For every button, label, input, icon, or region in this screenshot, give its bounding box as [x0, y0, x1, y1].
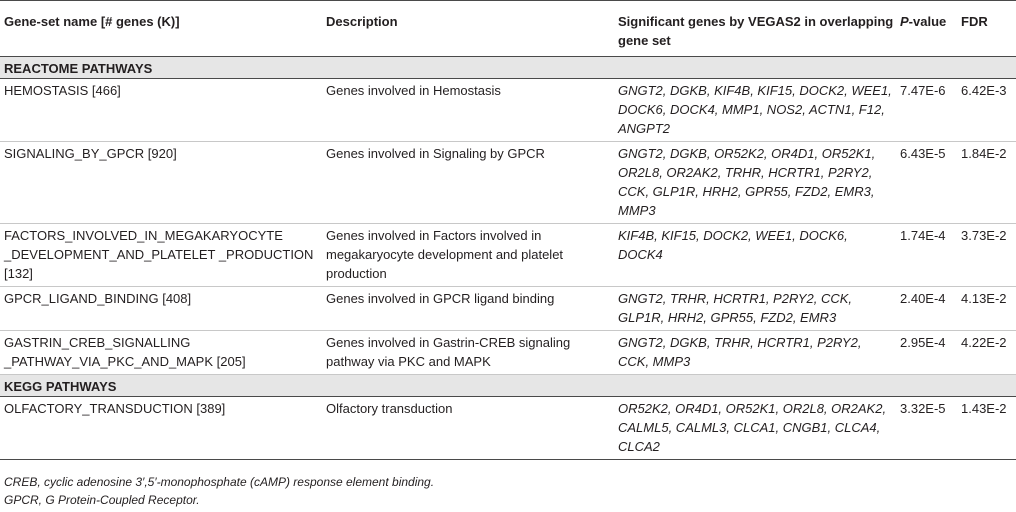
fdr-cell: 1.84E-2: [961, 146, 1007, 161]
description-cell: Genes involved in Gastrin-CREB signaling…: [326, 335, 571, 369]
table-row: GPCR_LIGAND_BINDING [408] Genes involved …: [0, 287, 1016, 331]
p-value-cell: 2.95E-4: [900, 335, 946, 350]
genes-cell: GNGT2, DGKB, OR52K2, OR4D1, OR52K1, OR2L…: [618, 146, 876, 218]
genes-cell: GNGT2, TRHR, HCRTR1, P2RY2, CCK, GLP1R, …: [618, 291, 853, 325]
section-title: REACTOME PATHWAYS: [4, 61, 153, 76]
gene-set-name-cell: FACTORS_INVOLVED_IN_MEGAKARYOCYTE _DEVEL…: [4, 228, 314, 281]
description-cell: Genes involved in Hemostasis: [326, 83, 501, 98]
footnote-creb: CREB, cyclic adenosine 3′,5′-monophospha…: [4, 475, 435, 489]
col-significant-genes: Significant genes by VEGAS2 in overlappi…: [618, 14, 894, 48]
fdr-cell: 4.22E-2: [961, 335, 1007, 350]
table-row: OLFACTORY_TRANSDUCTION [389] Olfactory tr…: [0, 397, 1016, 460]
fdr-cell: 3.73E-2: [961, 228, 1007, 243]
p-value-cell: 7.47E-6: [900, 83, 946, 98]
section-header-row: REACTOME PATHWAYS: [0, 56, 1016, 79]
table-row: FACTORS_INVOLVED_IN_MEGAKARYOCYTE _DEVEL…: [0, 224, 1016, 287]
genes-cell: GNGT2, DGKB, TRHR, HCRTR1, P2RY2, CCK, M…: [618, 335, 862, 369]
col-p-value: P-value: [896, 1, 957, 57]
fdr-cell: 1.43E-2: [961, 401, 1007, 416]
gene-set-name-cell: HEMOSTASIS [466]: [4, 83, 121, 98]
table-row: GASTRIN_CREB_SIGNALLING _PATHWAY_VIA_PKC…: [0, 331, 1016, 375]
genes-cell: GNGT2, DGKB, KIF4B, KIF15, DOCK2, WEE1, …: [618, 83, 892, 136]
gene-set-name-cell: GASTRIN_CREB_SIGNALLING _PATHWAY_VIA_PKC…: [4, 335, 246, 369]
col-gene-set-name: Gene-set name [# genes (K)]: [4, 14, 180, 29]
section-header-row: KEGG PATHWAYS: [0, 374, 1016, 397]
gene-set-name-cell: SIGNALING_BY_GPCR [920]: [4, 146, 177, 161]
p-value-cell: 2.40E-4: [900, 291, 946, 306]
results-table: Gene-set name [# genes (K)] Description …: [0, 0, 1016, 460]
section-title: KEGG PATHWAYS: [4, 379, 117, 394]
p-value-suffix: -value: [908, 14, 947, 29]
description-cell: Genes involved in Signaling by GPCR: [326, 146, 545, 161]
gene-set-name-cell: GPCR_LIGAND_BINDING [408]: [4, 291, 192, 306]
gene-set-name-cell: OLFACTORY_TRANSDUCTION [389]: [4, 401, 226, 416]
fdr-cell: 6.42E-3: [961, 83, 1007, 98]
table-row: HEMOSTASIS [466] Genes involved in Hemost…: [0, 79, 1016, 142]
description-cell: Genes involved in GPCR ligand binding: [326, 291, 555, 306]
col-fdr: FDR: [961, 14, 988, 29]
col-description: Description: [326, 14, 398, 29]
genes-cell: OR52K2, OR4D1, OR52K1, OR2L8, OR2AK2, CA…: [618, 401, 887, 454]
description-cell: Olfactory transduction: [326, 401, 453, 416]
description-cell: Genes involved in Factors involved in me…: [326, 228, 564, 281]
fdr-cell: 4.13E-2: [961, 291, 1007, 306]
p-value-cell: 3.32E-5: [900, 401, 946, 416]
genes-cell: KIF4B, KIF15, DOCK2, WEE1, DOCK6, DOCK4: [618, 228, 848, 262]
footnote-gpcr: GPCR, G Protein-Coupled Receptor.: [4, 493, 200, 507]
table-row: SIGNALING_BY_GPCR [920] Genes involved in…: [0, 142, 1016, 224]
header-row: Gene-set name [# genes (K)] Description …: [0, 0, 1016, 57]
p-value-cell: 1.74E-4: [900, 228, 946, 243]
p-value-cell: 6.43E-5: [900, 146, 946, 161]
p-letter: P: [900, 14, 909, 29]
